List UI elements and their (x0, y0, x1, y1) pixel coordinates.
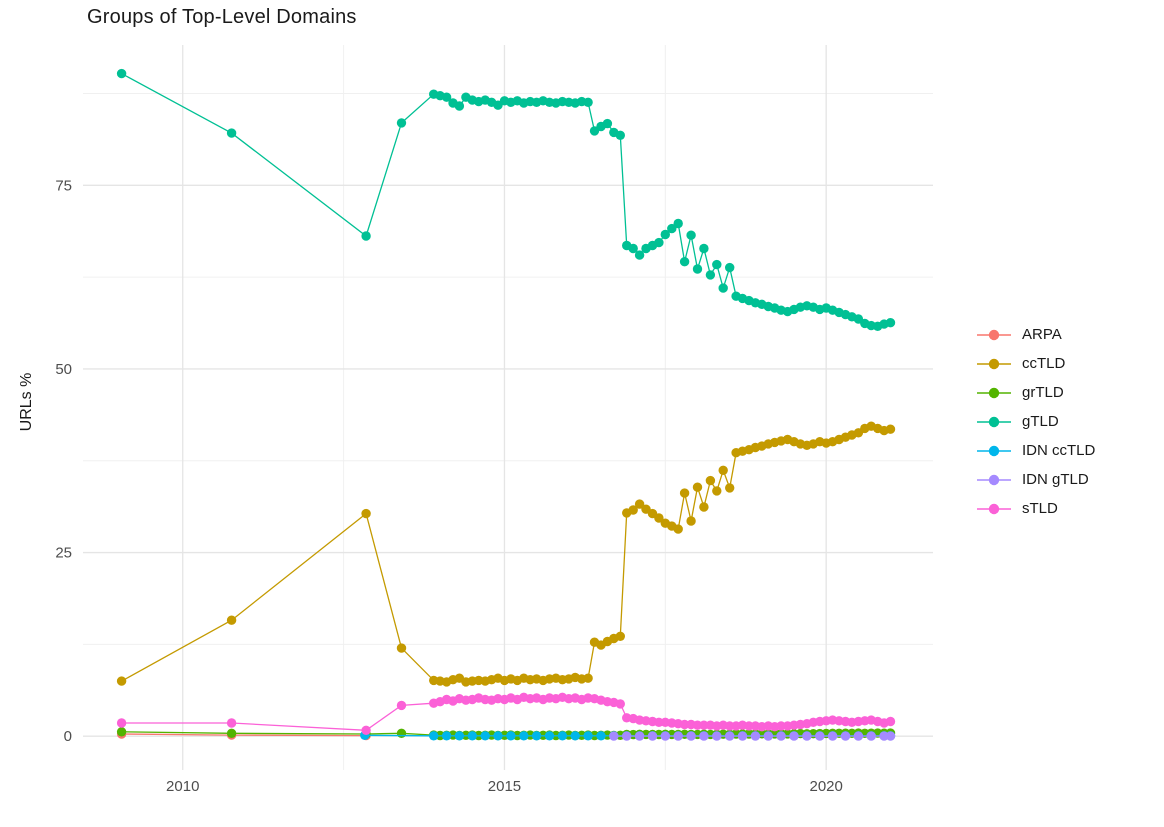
legend-item-label: grTLD (1022, 384, 1064, 401)
legend-key-icon (977, 445, 1011, 456)
series-stld (116, 692, 896, 735)
axis-tick-labels: 0 25 50 75 2010 2015 2020 (55, 177, 843, 795)
series-cctld (116, 421, 896, 687)
legend-item-stld: sTLD (976, 494, 1095, 523)
legend-key-icon (977, 503, 1011, 514)
gridlines-minor (83, 45, 933, 770)
legend-item-grtld: grTLD (976, 378, 1095, 407)
y-axis-title: URLs % (18, 372, 35, 432)
series-points-gtld (116, 68, 896, 331)
legend-item-label: IDN gTLD (1022, 471, 1089, 488)
legend-item-cctld: ccTLD (976, 349, 1095, 378)
y-tick-label: 50 (55, 361, 72, 378)
legend-item-label: gTLD (1022, 413, 1059, 430)
gridlines-major (83, 45, 933, 770)
chart-title: Groups of Top-Level Domains (87, 6, 357, 28)
x-tick-label: 2020 (809, 778, 842, 795)
legend-key-icon (977, 329, 1011, 340)
legend-key-icon (977, 358, 1011, 369)
legend-key-icon (977, 416, 1011, 427)
legend-item-label: ARPA (1022, 326, 1062, 343)
legend-item-gtld: gTLD (976, 407, 1095, 436)
series-arpa (116, 729, 371, 741)
legend-item-idn-gtld: IDN gTLD (976, 465, 1095, 494)
y-tick-label: 75 (55, 177, 72, 194)
legend-item-label: sTLD (1022, 500, 1058, 517)
series-points-stld (116, 692, 896, 735)
legend-item-label: ccTLD (1022, 355, 1066, 372)
x-tick-label: 2015 (488, 778, 521, 795)
legend-item-idn-cctld: IDN ccTLD (976, 436, 1095, 465)
legend-item-arpa: ARPA (976, 320, 1095, 349)
series-points-cctld (116, 421, 896, 687)
series-gtld (116, 68, 896, 331)
series-line-gtld (121, 73, 891, 327)
legend-key-icon (977, 387, 1011, 398)
legend-item-label: IDN ccTLD (1022, 442, 1096, 459)
series-idn-gtld (609, 731, 896, 741)
legend: ARPA ccTLD grTLD gTLD IDN ccTLD IDN gTLD sTLD (976, 320, 1095, 523)
series-points-idn-gtld (609, 731, 896, 741)
series-line-cctld (121, 425, 891, 683)
x-tick-label: 2010 (166, 778, 199, 795)
legend-key-icon (977, 474, 1011, 485)
y-tick-label: 0 (64, 728, 72, 745)
y-tick-label: 25 (55, 545, 72, 562)
